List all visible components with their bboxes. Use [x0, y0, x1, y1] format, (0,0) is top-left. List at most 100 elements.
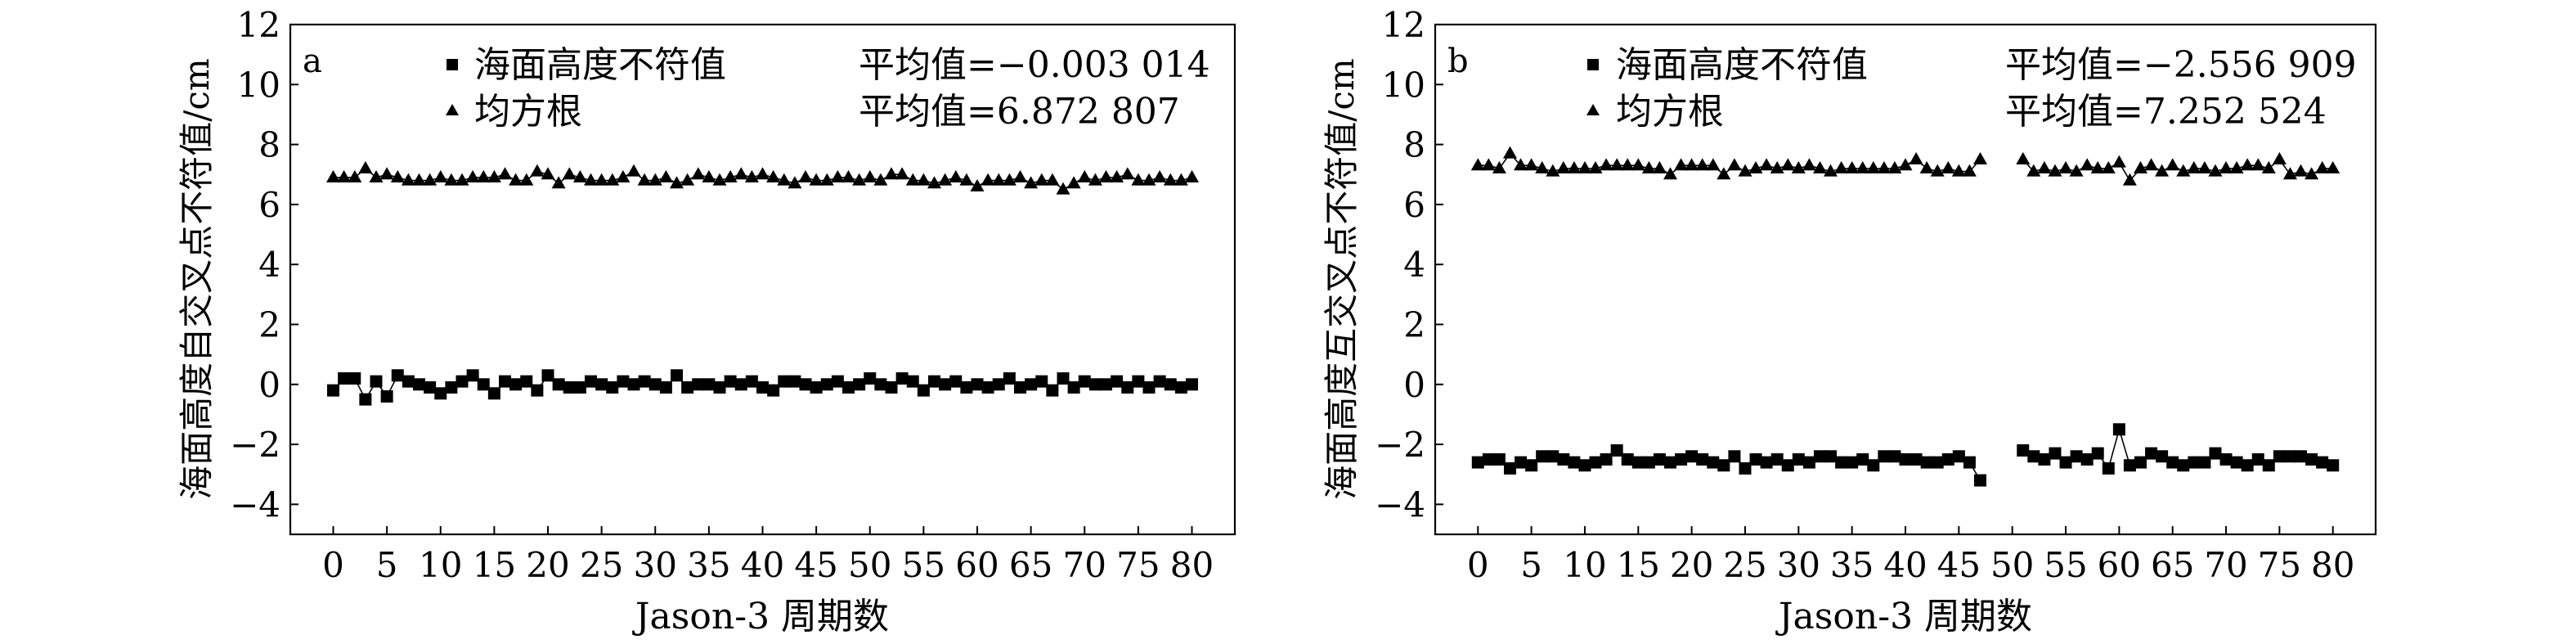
point-rms-a: [551, 176, 566, 189]
point-sla-a: [939, 378, 952, 391]
point-rms-b: [1641, 160, 1656, 173]
point-rms-a: [702, 169, 716, 182]
panel-label-a: a: [303, 43, 322, 80]
point-rms-a: [541, 167, 555, 180]
point-sla-b: [1589, 456, 1602, 469]
point-sla-b: [2177, 459, 2190, 472]
point-rms-b: [1631, 158, 1645, 171]
y-tick-label-a: 10: [237, 65, 280, 105]
point-rms-b: [2219, 160, 2233, 173]
point-sla-a: [1003, 372, 1016, 385]
point-sla-b: [1899, 453, 1912, 466]
point-sla-b: [1813, 450, 1826, 463]
x-axis-label-b: Jason-3 周期数: [1775, 596, 2032, 637]
point-sla-b: [1707, 456, 1720, 469]
y-tick-label-a: 8: [258, 125, 280, 165]
x-tick-label-b: 15: [1617, 545, 1660, 585]
x-axis-label-a: Jason-3 周期数: [632, 596, 889, 637]
point-rms-a: [788, 176, 802, 189]
point-rms-a: [905, 173, 920, 186]
point-rms-a: [798, 169, 813, 182]
point-sla-a: [1111, 375, 1124, 388]
point-sla-b: [2091, 447, 2104, 460]
point-rms-b: [1546, 164, 1560, 177]
stat-mean-rms-a: 平均值=6.872 807: [859, 91, 1180, 133]
point-sla-a: [1046, 384, 1059, 397]
point-sla-a: [1025, 378, 1038, 391]
point-sla-b: [2230, 456, 2243, 469]
point-rms-b: [1973, 151, 1987, 164]
point-sla-a: [992, 378, 1005, 391]
point-sla-b: [1739, 462, 1752, 475]
y-tick-label-b: 6: [1403, 185, 1425, 225]
stat-mean-sla-b: 平均值=−2.556 909: [2005, 44, 2357, 86]
legend-label-sla-a: 海面高度不符值: [474, 44, 726, 86]
point-rms-b: [2165, 158, 2180, 171]
point-rms-b: [1620, 158, 1635, 171]
point-rms-a: [519, 173, 534, 186]
point-rms-b: [2080, 158, 2094, 171]
point-rms-b: [1748, 160, 1763, 173]
point-rms-b: [1470, 158, 1485, 171]
point-sla-b: [1471, 456, 1484, 469]
point-sla-a: [853, 378, 866, 391]
point-rms-a: [1077, 169, 1092, 182]
point-sla-a: [745, 375, 758, 388]
point-sla-b: [1717, 459, 1730, 472]
point-sla-b: [2017, 444, 2030, 457]
marks-b: [1470, 146, 2340, 487]
point-sla-b: [1760, 456, 1773, 469]
point-sla-a: [831, 375, 844, 388]
point-sla-a: [456, 375, 469, 388]
y-tick-label-b: 8: [1403, 125, 1425, 165]
point-rms-a: [605, 173, 620, 186]
point-sla-a: [906, 375, 919, 388]
point-sla-b: [2209, 447, 2222, 460]
point-sla-b: [1931, 456, 1944, 469]
point-sla-a: [391, 369, 404, 382]
x-tick-label-b: 40: [1883, 545, 1927, 585]
x-tick-label-a: 75: [1116, 545, 1160, 585]
point-rms-a: [723, 169, 738, 182]
point-sla-b: [1770, 453, 1784, 466]
legend-label-rms-a: 均方根: [474, 91, 582, 133]
point-rms-b: [1535, 160, 1550, 173]
point-rms-a: [680, 173, 695, 186]
point-sla-b: [1963, 456, 1976, 469]
point-rms-a: [444, 173, 459, 186]
point-sla-b: [2327, 459, 2340, 472]
x-tick-label-b: 55: [2044, 545, 2087, 585]
point-sla-b: [2198, 456, 2211, 469]
point-sla-a: [981, 381, 994, 394]
point-rms-a: [1056, 182, 1070, 195]
point-sla-a: [756, 381, 769, 394]
point-sla-a: [595, 378, 608, 391]
point-sla-b: [1835, 456, 1848, 469]
point-sla-a: [552, 378, 565, 391]
point-sla-b: [1568, 456, 1581, 469]
point-rms-b: [1930, 164, 1945, 177]
point-sla-b: [1696, 453, 1709, 466]
point-sla-a: [1067, 381, 1080, 394]
x-tick-label-b: 45: [1937, 545, 1981, 585]
point-rms-b: [1556, 160, 1571, 173]
x-tick-label-a: 40: [741, 545, 784, 585]
y-tick-label-a: 0: [258, 365, 280, 405]
point-sla-b: [1781, 459, 1794, 472]
point-sla-b: [1642, 456, 1655, 469]
point-sla-a: [713, 381, 726, 394]
x-tick-label-a: 20: [526, 545, 569, 585]
point-sla-b: [2305, 453, 2318, 466]
point-sla-b: [2134, 456, 2147, 469]
point-rms-b: [1717, 167, 1731, 180]
x-tick-label-a: 55: [902, 545, 945, 585]
point-sla-a: [617, 375, 630, 388]
legend-b: 海面高度不符值 均方根 平均值=−2.556 909 平均值=7.252 524: [1586, 44, 2357, 133]
x-tick-label-a: 10: [419, 545, 462, 585]
x-tick-label-a: 25: [580, 545, 623, 585]
point-sla-a: [402, 375, 415, 388]
point-sla-a: [949, 375, 963, 388]
x-tick-label-a: 50: [848, 545, 891, 585]
point-sla-b: [1492, 453, 1506, 466]
